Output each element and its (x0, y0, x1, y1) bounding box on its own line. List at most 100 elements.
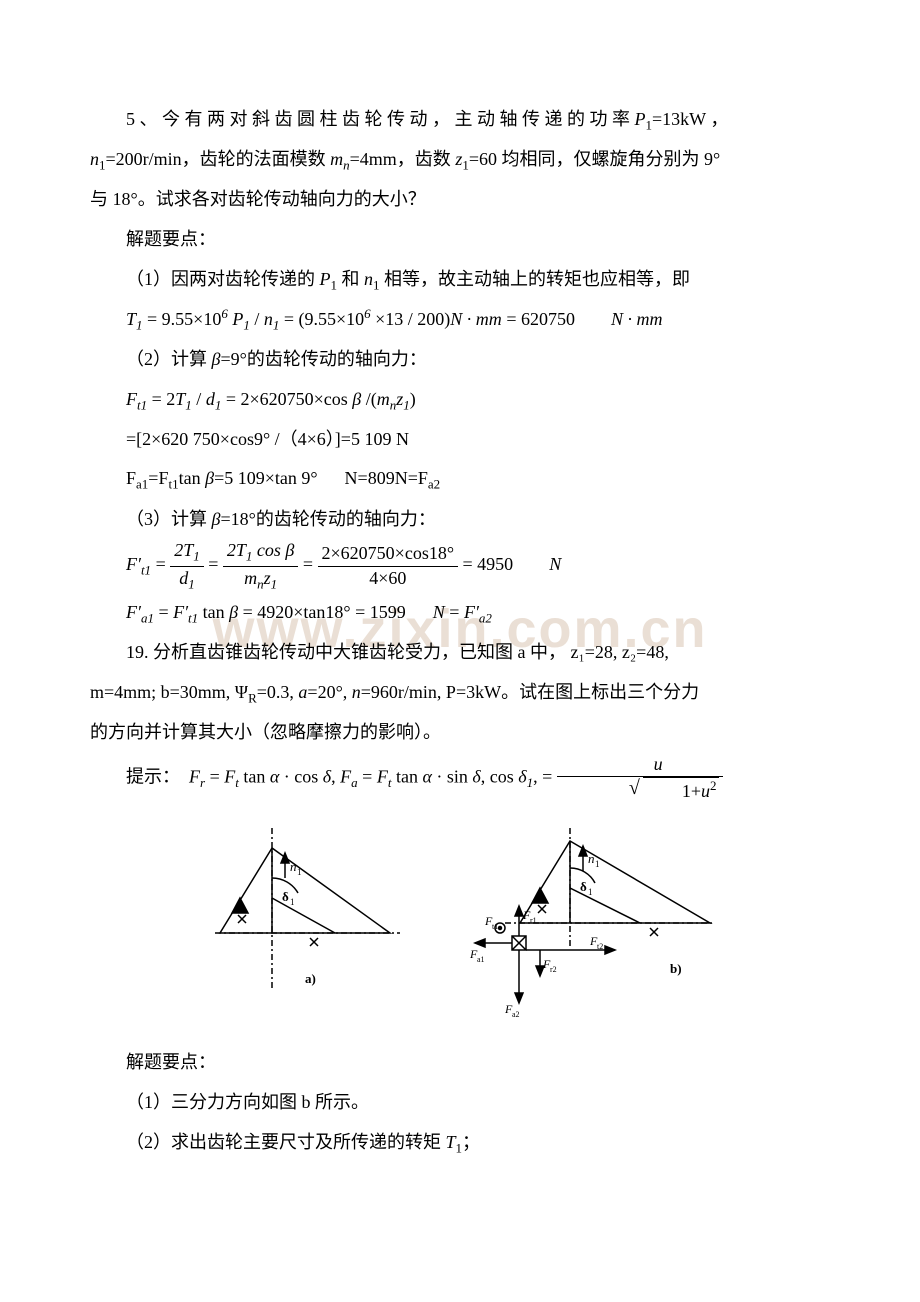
p19-sol-step2: （2）求出齿轮主要尺寸及所传递的转矩 T1； (90, 1123, 830, 1163)
var: α (422, 766, 431, 786)
p5-eq-Fa1p: F′a1 = F′t1 tan β = 4920×tan18° = 1599 N… (90, 593, 830, 633)
expr: tan (391, 766, 422, 786)
unit: N · mm (450, 309, 502, 329)
figure-a: n 1 δ 1 a) (190, 823, 410, 993)
var: δ (472, 766, 480, 786)
expr: tan (239, 766, 270, 786)
figure-row: n 1 δ 1 a) (90, 823, 830, 1023)
p5-step1: （1）因两对齿轮传递的 P1 和 n1 相等，故主动轴上的转矩也应相等，即 (90, 260, 830, 300)
text: =200r/min，齿轮的法面模数 (106, 149, 331, 169)
var: P (320, 269, 331, 289)
var: δ (518, 766, 526, 786)
p19-line3: 的方向并计算其大小（忽略摩擦力的影响）。 (90, 713, 830, 753)
svg-text:1: 1 (297, 867, 302, 877)
p5-step3: （3）计算 β=18°的齿轮传动的轴向力： (90, 500, 830, 540)
p5-step2: （2）计算 β=9°的齿轮传动的轴向力： (90, 340, 830, 380)
op: = (208, 554, 223, 574)
sub: t1 (188, 611, 198, 626)
op: = (205, 766, 224, 786)
text: 相等，故主动轴上的转矩也应相等，即 (380, 269, 691, 289)
frac: u 1+u2 (557, 753, 724, 804)
text: =13kW ， (652, 109, 728, 129)
var-n: n (90, 149, 99, 169)
figure-b: n 1 δ 1 Fr1 Ft1 Fa1 Ft2 Fr2 Fa2 b) (450, 823, 730, 1023)
expr: = (9.55×10 (279, 309, 364, 329)
var: F (126, 389, 137, 409)
var: F′ (173, 602, 188, 622)
hint-label: 提示： (126, 766, 180, 786)
p5-eq-Fa1: Fa1=Ft1tan β=5 109×tan 9° N=809N=Fa2 (90, 459, 830, 499)
frac2: 2T1 cos βmnz1 (223, 539, 298, 593)
var: δ (323, 766, 331, 786)
var: β (229, 602, 238, 622)
var: F (189, 766, 200, 786)
expr: = 2×620750×cos (221, 389, 352, 409)
expr: ×13 / 200) (371, 309, 451, 329)
op: , (331, 766, 340, 786)
svg-text:r1: r1 (530, 916, 537, 925)
svg-text:n: n (588, 851, 595, 866)
var: T (446, 1132, 456, 1152)
sub: R (248, 690, 257, 705)
svg-text:t1: t1 (492, 922, 498, 931)
text: =60 均相同，仅螺旋角分别为 9° (469, 149, 720, 169)
var: F′ (464, 602, 479, 622)
text: =20°, (307, 682, 351, 702)
frac3: 2×620750×cos18°4×60 (318, 542, 459, 590)
op: / (250, 309, 264, 329)
expr: = 9.55×10 (143, 309, 222, 329)
page-content: 5 、 今 有 两 对 斜 齿 圆 柱 齿 轮 传 动 ， 主 动 轴 传 递 … (90, 100, 830, 1163)
op: , cos (481, 766, 519, 786)
op: / (192, 389, 206, 409)
var: β (352, 389, 361, 409)
text: （2）求出齿轮主要尺寸及所传递的转矩 (126, 1132, 446, 1152)
expr: = 4920×tan18° = 1599 (238, 602, 406, 622)
expr: tan (198, 602, 229, 622)
var-m: m (330, 149, 343, 169)
expr: = 2 (147, 389, 175, 409)
sub: t1 (141, 563, 151, 578)
svg-text:n: n (290, 859, 297, 874)
p19-sol-step1: （1）三分力方向如图 b 所示。 (90, 1083, 830, 1123)
text: =960r/min, P=3kW。试在图上标出三个分力 (361, 682, 699, 702)
p5-line2: n1=200r/min，齿轮的法面模数 mn=4mm，齿数 z1=60 均相同，… (90, 140, 830, 180)
op: = (445, 602, 464, 622)
svg-text:t2: t2 (597, 942, 603, 951)
sub: t1 (137, 397, 147, 412)
p19-sol-heading: 解题要点： (90, 1043, 830, 1083)
var: F (377, 766, 388, 786)
op: = (151, 554, 170, 574)
var: n (364, 269, 373, 289)
p5-eq-Ft1-calc: =[2×620 750×cos9° /（4×6）]=5 109 N (90, 420, 830, 460)
op: = (154, 602, 173, 622)
sub: a1 (141, 611, 154, 626)
var: n (352, 682, 361, 702)
p19-line2: m=4mm; b=30mm, ΨR=0.3, a=20°, n=960r/min… (90, 673, 830, 713)
var: F (340, 766, 351, 786)
expr: /( (361, 389, 377, 409)
svg-text:a1: a1 (477, 955, 485, 964)
var: F (224, 766, 235, 786)
var: F′ (126, 554, 141, 574)
expr: ) (410, 389, 416, 409)
p19-hint: 提示： Fr = Ft tan α · cos δ, Fa = Ft tan α… (90, 753, 830, 804)
var: α (270, 766, 279, 786)
p5-eq-Ft1p: F′t1 = 2T1d1 = 2T1 cos βmnz1 = 2×620750×… (90, 539, 830, 593)
expr: = 4950 (463, 554, 514, 574)
var: F′ (126, 602, 141, 622)
text: （1）因两对齿轮传递的 (126, 269, 320, 289)
text: =4mm，齿数 (350, 149, 456, 169)
svg-text:b): b) (670, 961, 682, 976)
var: T (126, 309, 136, 329)
svg-text:r2: r2 (550, 965, 557, 974)
unit: N (433, 602, 445, 622)
p5-line3: 与 18°。试求各对齿轮传动轴向力的大小？ (90, 180, 830, 220)
unit: N (549, 554, 561, 574)
op: , = (533, 766, 557, 786)
expr: = 620750 (502, 309, 575, 329)
var: P (228, 309, 244, 329)
text: ； (462, 1132, 480, 1152)
op: · sin (432, 766, 473, 786)
svg-text:1: 1 (595, 859, 600, 869)
op: = (358, 766, 377, 786)
